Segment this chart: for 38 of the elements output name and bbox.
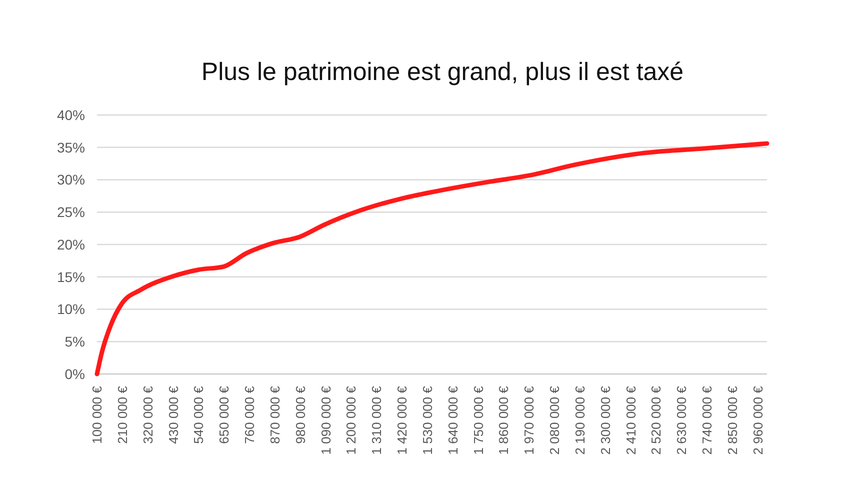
x-tick-label: 2 080 000 € [547,385,562,455]
x-tick-label: 1 640 000 € [445,385,460,455]
x-tick-label: 1 970 000 € [522,385,537,455]
x-tick-label: 870 000 € [267,385,282,444]
y-tick-label: 35% [56,139,85,156]
x-tick-label: 1 750 000 € [470,385,486,455]
x-tick-label: 2 190 000 € [572,385,588,455]
y-tick-label: 5% [64,334,85,350]
x-tick-label: 2 960 000 € [750,385,766,455]
x-tick-label: 1 420 000 € [394,385,410,455]
x-tick-label: 540 000 € [191,385,206,444]
y-tick-label: 25% [56,204,85,220]
y-tick-label: 10% [56,301,85,318]
x-tick-label: 1 310 000 € [369,385,384,455]
x-tick-label: 320 000 € [140,385,156,444]
y-tick-label: 20% [56,236,85,252]
x-tick-label: 2 630 000 € [674,385,690,455]
x-tick-label: 1 530 000 € [420,385,435,455]
x-tick-label: 1 090 000 € [318,385,334,455]
x-tick-label: 2 520 000 € [648,385,664,455]
x-tick-label: 210 000 € [114,385,130,444]
x-tick-label: 2 300 000 € [598,385,613,455]
line-series [94,141,770,376]
x-tick-label: 2 740 000 € [699,385,714,455]
x-tick-label: 2 850 000 € [724,385,740,455]
y-tick-label: 30% [56,172,85,188]
x-tick-label: 100 000 € [90,385,105,444]
x-tick-label: 650 000 € [216,385,232,444]
x-tick-label: 1 200 000 € [344,385,359,455]
chart-title: Plus le patrimoine est grand, plus il est taxé [201,58,684,86]
x-tick-label: 2 410 000 € [623,385,638,455]
y-tick-label: 40% [56,106,85,123]
x-tick-label: 1 860 000 € [496,385,512,455]
y-tick-label: 15% [56,268,85,285]
y-tick-label: 0% [64,366,85,382]
x-tick-label: 760 000 € [242,385,258,444]
x-tick-label: 980 000 € [292,385,308,444]
x-tick-label: 430 000 € [166,385,181,444]
